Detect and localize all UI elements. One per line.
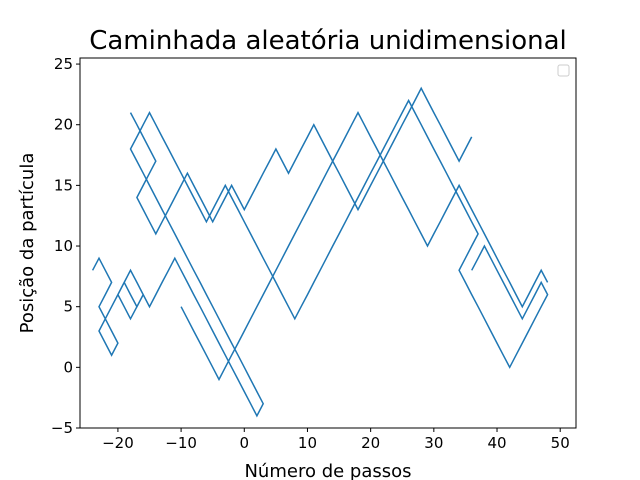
y-tick-label: 5 [63, 298, 73, 316]
y-axis-label: Posição da partícula [17, 153, 38, 334]
random-walk-line-3 [180, 110, 549, 382]
y-ticks: −5 0 5 10 15 20 25 [51, 55, 80, 437]
y-tick-label: 10 [54, 237, 73, 255]
x-tick-label: −20 [102, 434, 134, 452]
chart-title: Caminhada aleatória unidimensional [89, 26, 567, 56]
x-tick-label: 20 [361, 434, 380, 452]
y-tick-label: 20 [54, 116, 73, 134]
x-axis-label: Número de passos [244, 461, 411, 480]
x-ticks: −20 −10 0 10 20 30 40 50 [102, 428, 570, 452]
x-tick-label: 10 [298, 434, 317, 452]
x-tick-label: 40 [487, 434, 506, 452]
series-group [91, 86, 549, 418]
y-tick-label: −5 [51, 419, 73, 437]
x-tick-label: −10 [165, 434, 197, 452]
y-tick-label: 0 [63, 358, 73, 376]
x-tick-label: 30 [424, 434, 443, 452]
x-tick-label: 50 [551, 434, 570, 452]
random-walk-line-1 [91, 98, 549, 418]
random-walk-line-2 [129, 86, 473, 236]
plot-frame [79, 57, 577, 429]
plot-area [80, 58, 576, 428]
y-tick-label: 25 [54, 55, 73, 73]
x-tick-label: 0 [240, 434, 250, 452]
y-tick-label: 15 [54, 176, 73, 194]
legend-box [557, 64, 570, 77]
